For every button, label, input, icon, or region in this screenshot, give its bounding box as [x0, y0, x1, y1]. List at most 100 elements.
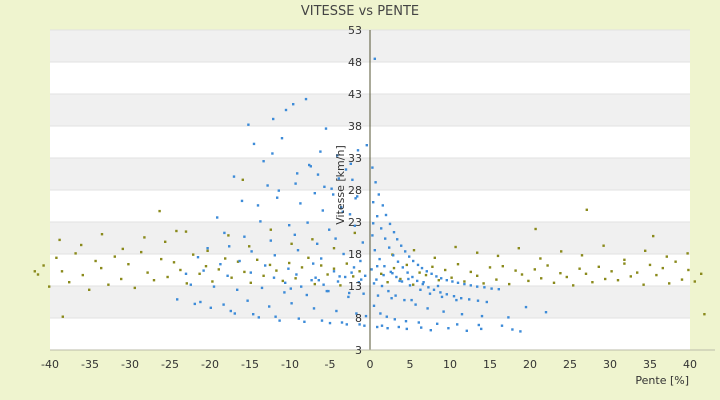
data-point	[320, 264, 323, 267]
data-point	[249, 281, 252, 284]
data-point	[388, 222, 392, 226]
data-point	[273, 254, 276, 257]
data-point	[247, 123, 250, 126]
data-point	[353, 231, 356, 235]
data-point	[80, 243, 83, 247]
data-point	[372, 304, 376, 307]
data-point	[227, 234, 230, 237]
data-point	[469, 270, 472, 274]
data-point	[602, 244, 605, 247]
data-point	[262, 274, 265, 277]
data-point	[400, 280, 404, 283]
data-point	[140, 250, 143, 254]
data-point	[642, 283, 645, 286]
data-point	[287, 267, 290, 270]
data-point	[259, 220, 262, 223]
data-points	[33, 57, 706, 333]
data-point	[428, 292, 432, 295]
data-point	[313, 282, 316, 286]
x-tick-label: 30	[603, 358, 617, 371]
data-point	[370, 268, 373, 271]
data-point	[372, 222, 375, 225]
data-point	[217, 268, 220, 271]
data-point	[419, 288, 422, 291]
data-point	[445, 293, 448, 296]
data-point	[277, 189, 280, 192]
data-point	[534, 227, 537, 231]
data-point	[407, 277, 410, 281]
data-point	[433, 256, 436, 259]
data-point	[476, 299, 480, 302]
data-point	[356, 149, 360, 152]
data-point	[572, 284, 575, 287]
data-point	[230, 276, 233, 279]
data-point	[320, 319, 324, 322]
data-point	[524, 305, 528, 309]
data-point	[268, 305, 271, 308]
data-point	[317, 279, 320, 282]
data-point	[252, 313, 255, 316]
data-point	[497, 288, 500, 291]
data-point	[374, 181, 377, 184]
data-point	[393, 318, 396, 321]
x-tick-label: -25	[161, 358, 179, 371]
data-point	[266, 184, 269, 187]
data-point	[340, 321, 344, 324]
data-point	[36, 273, 40, 276]
data-point	[477, 323, 480, 327]
data-point	[559, 272, 562, 275]
x-tick-label: 5	[407, 358, 414, 371]
data-point	[209, 306, 212, 309]
data-point	[189, 283, 192, 286]
data-point	[160, 257, 163, 261]
axes	[50, 30, 715, 351]
data-point	[120, 277, 123, 281]
x-tick-label: 0	[367, 358, 374, 371]
data-point	[417, 321, 420, 324]
data-point	[460, 313, 464, 316]
data-point	[485, 300, 488, 304]
data-point	[143, 236, 146, 239]
data-point	[310, 279, 313, 282]
data-point	[121, 247, 124, 251]
data-point	[416, 263, 420, 267]
data-point	[408, 284, 412, 287]
data-point	[278, 319, 281, 322]
data-point	[427, 286, 430, 289]
data-point	[392, 254, 395, 257]
data-point	[460, 297, 463, 300]
data-point	[269, 228, 272, 231]
data-point	[373, 57, 376, 60]
data-point	[309, 165, 312, 168]
data-point	[250, 250, 253, 253]
data-point	[456, 281, 460, 284]
data-point	[668, 282, 671, 285]
data-point	[480, 327, 483, 331]
x-axis-label: Pente [%]	[635, 374, 689, 387]
data-point	[623, 258, 626, 261]
data-point	[328, 228, 331, 231]
data-point	[686, 252, 689, 255]
data-point	[166, 275, 169, 279]
data-point	[288, 224, 291, 227]
data-point	[351, 178, 354, 181]
data-point	[373, 249, 376, 252]
data-point	[356, 195, 359, 198]
data-point	[344, 168, 348, 171]
data-point	[196, 256, 200, 259]
data-point	[411, 275, 414, 279]
data-point	[338, 275, 341, 278]
x-tick-label: 25	[563, 358, 577, 371]
data-point	[304, 97, 308, 101]
data-point	[610, 270, 613, 273]
data-point	[296, 172, 299, 175]
data-point	[436, 322, 439, 325]
data-point	[404, 320, 408, 323]
data-point	[172, 261, 176, 264]
data-point	[241, 178, 244, 181]
data-point	[256, 204, 260, 207]
data-point	[636, 271, 639, 274]
data-point	[146, 271, 149, 274]
